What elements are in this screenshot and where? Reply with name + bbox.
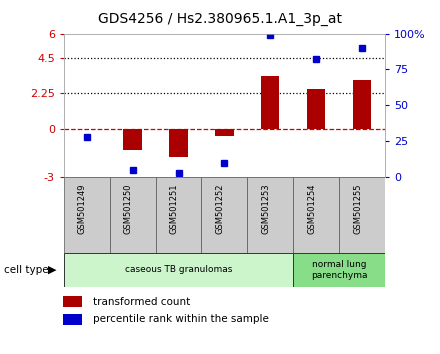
Bar: [307, 89, 325, 129]
Bar: [110, 177, 156, 253]
Bar: [293, 253, 385, 287]
Bar: [293, 177, 339, 253]
Text: GSM501255: GSM501255: [353, 183, 362, 234]
Text: transformed count: transformed count: [93, 297, 191, 307]
Bar: [64, 177, 110, 253]
Bar: [156, 177, 202, 253]
Bar: [247, 177, 293, 253]
Text: percentile rank within the sample: percentile rank within the sample: [93, 314, 269, 324]
Text: GSM501254: GSM501254: [307, 183, 316, 234]
Bar: [124, 129, 142, 150]
Text: GSM501253: GSM501253: [261, 183, 270, 234]
Bar: [215, 129, 234, 136]
Bar: [169, 129, 188, 157]
Text: GSM501251: GSM501251: [169, 183, 179, 234]
Text: cell type: cell type: [4, 265, 49, 275]
Bar: [63, 314, 82, 325]
Text: GSM501250: GSM501250: [124, 183, 132, 234]
Text: GDS4256 / Hs2.380965.1.A1_3p_at: GDS4256 / Hs2.380965.1.A1_3p_at: [98, 12, 342, 27]
Bar: [202, 177, 247, 253]
Text: caseous TB granulomas: caseous TB granulomas: [125, 266, 232, 274]
Text: GSM501252: GSM501252: [216, 183, 224, 234]
Text: ▶: ▶: [48, 265, 56, 275]
Bar: [353, 80, 371, 129]
Bar: [261, 76, 279, 129]
Bar: [339, 177, 385, 253]
Bar: [63, 296, 82, 307]
Text: GSM501249: GSM501249: [78, 183, 87, 234]
Text: normal lung
parenchyma: normal lung parenchyma: [311, 260, 367, 280]
Bar: [64, 253, 293, 287]
